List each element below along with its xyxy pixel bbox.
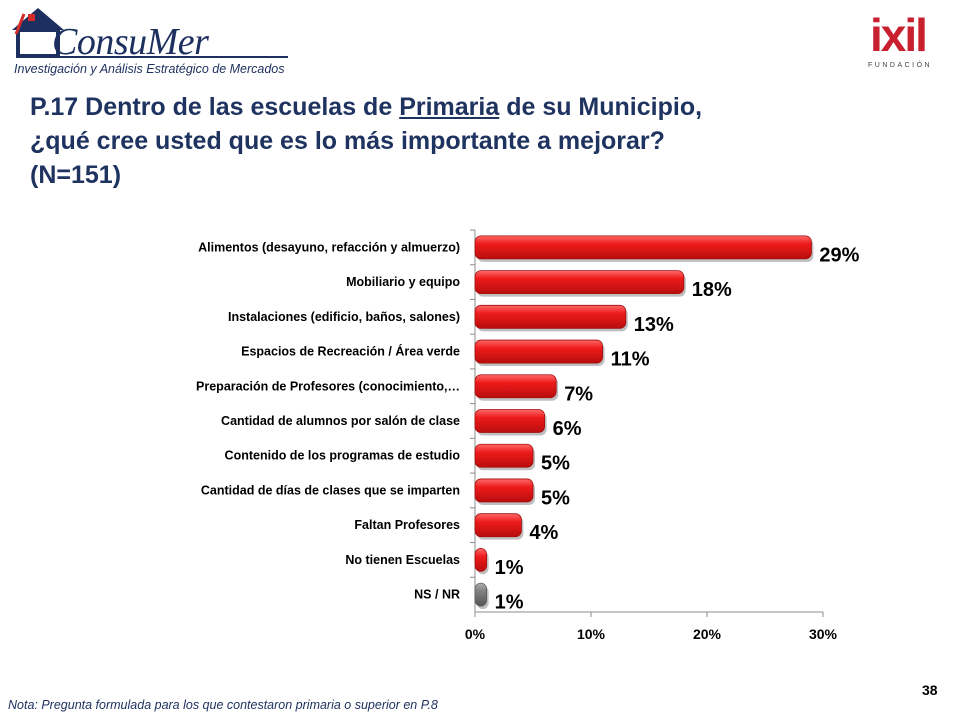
x-tick-label: 20%: [693, 626, 722, 642]
data-label: 29%: [819, 244, 859, 266]
page-number: 38: [922, 682, 938, 698]
consumer-logo: ConsuMer Investigación y Análisis Estrat…: [8, 4, 298, 80]
category-label: Cantidad de días de clases que se impart…: [201, 483, 460, 497]
ixil-tagline: FUNDACIÓN: [868, 62, 933, 69]
title-line3: (N=151): [30, 161, 122, 189]
title-part2: de su Municipio,: [499, 93, 703, 121]
data-label: 5%: [541, 487, 570, 509]
title-underlined: Primaria: [399, 93, 500, 121]
data-label: 11%: [611, 349, 650, 371]
logo-divider: [52, 56, 288, 58]
category-label: Faltan Profesores: [354, 518, 460, 532]
ixil-brand: ixil: [870, 9, 928, 61]
category-label: Espacios de Recreación / Área verde: [241, 344, 460, 359]
category-label: NS / NR: [414, 588, 460, 602]
consumer-house-icon: [12, 8, 64, 58]
bar: [474, 235, 812, 260]
title-part1: P.17 Dentro de las escuelas de: [30, 93, 400, 121]
data-label: 18%: [692, 279, 732, 301]
category-label: Instalaciones (edificio, baños, salones): [228, 310, 460, 324]
bar: [474, 304, 627, 329]
bar: [474, 339, 603, 364]
page-title: P.17 Dentro de las escuelas de Primaria …: [30, 90, 930, 192]
category-label: Alimentos (desayuno, refacción y almuerz…: [198, 240, 460, 254]
bar: [474, 374, 557, 399]
category-label: Mobiliario y equipo: [346, 275, 460, 289]
bar: [474, 270, 685, 294]
data-label: 5%: [541, 453, 570, 475]
footnote: Nota: Pregunta formulada para los que co…: [8, 698, 438, 712]
consumer-tagline: Investigación y Análisis Estratégico de …: [14, 62, 285, 76]
bar: [474, 478, 534, 503]
data-label: 13%: [634, 314, 674, 336]
category-label: No tienen Escuelas: [345, 553, 460, 567]
category-label: Preparación de Profesores (conocimiento,…: [196, 379, 460, 393]
data-label: 7%: [564, 383, 593, 405]
data-label: 6%: [553, 418, 582, 440]
bar: [474, 513, 522, 538]
data-label: 4%: [529, 522, 558, 544]
category-label: Contenido de los programas de estudio: [225, 449, 461, 463]
data-label: 1%: [495, 592, 524, 614]
bar: [474, 548, 488, 572]
bar: [474, 443, 534, 468]
bar: [474, 582, 488, 607]
ixil-logo: ixil FUNDACIÓN: [862, 8, 942, 74]
x-tick-label: 10%: [577, 626, 606, 642]
x-tick-label: 0%: [465, 626, 486, 642]
x-tick-label: 30%: [809, 626, 838, 642]
bar: [474, 409, 545, 433]
title-line2: ¿qué cree usted que es lo más importante…: [30, 127, 665, 155]
category-label: Cantidad de alumnos por salón de clase: [221, 414, 460, 428]
data-label: 1%: [495, 557, 524, 579]
